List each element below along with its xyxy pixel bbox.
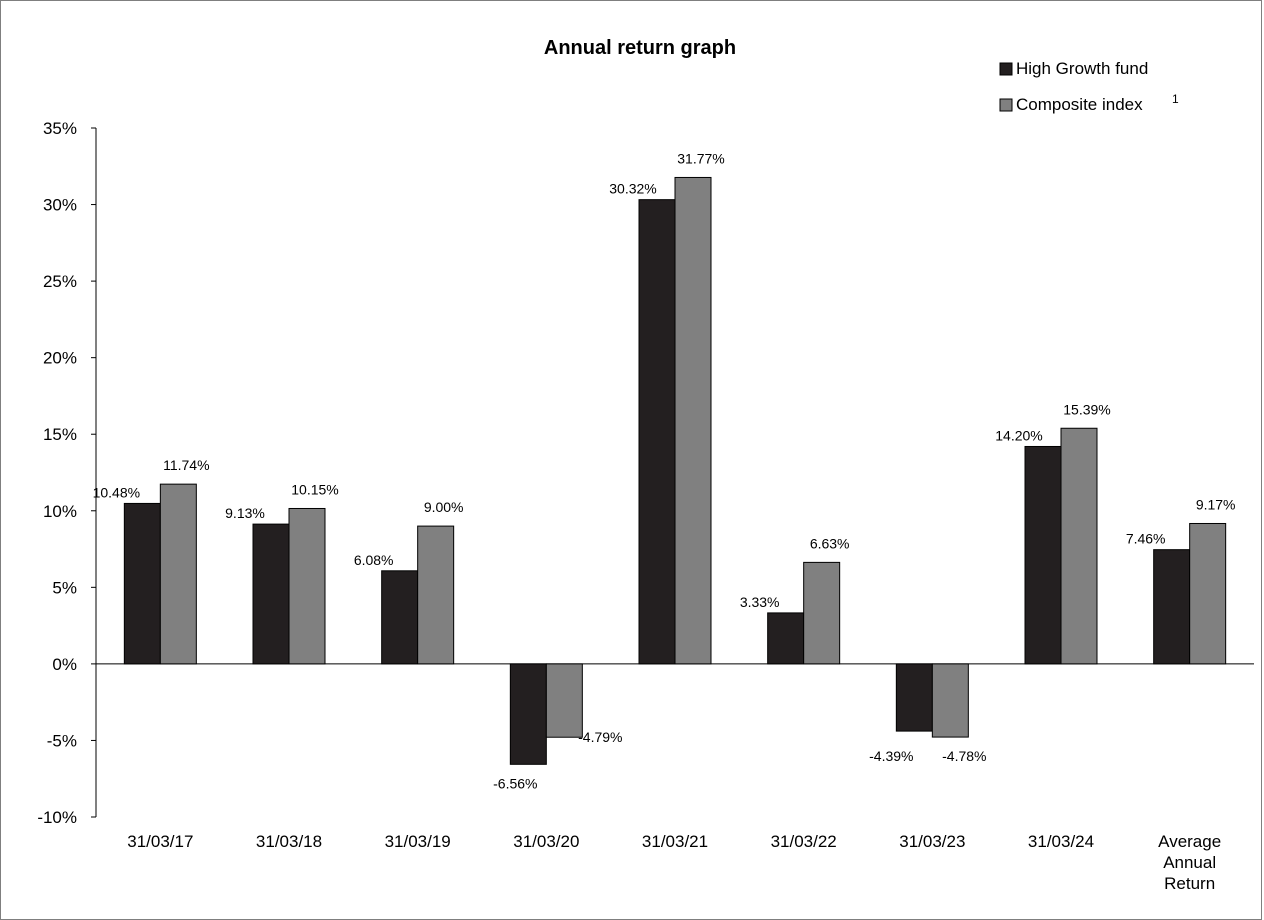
data-label-composite-index: -4.79% (578, 729, 622, 745)
bar-high-growth-fund (509, 663, 547, 765)
data-label-high-growth-fund: 14.20% (995, 427, 1042, 443)
legend-label-composite-index: Composite index (1016, 95, 1143, 114)
data-label-high-growth-fund: 7.46% (1126, 531, 1166, 547)
y-tick-label: 30% (43, 196, 77, 215)
bar-composite-index (931, 663, 969, 738)
y-tick-label: 15% (43, 425, 77, 444)
x-category-label: 31/03/17 (127, 832, 193, 851)
data-label-composite-index: -4.78% (942, 748, 986, 764)
data-label-composite-index: 6.63% (810, 535, 850, 551)
bar-composite-index (159, 483, 197, 665)
legend-label-high-growth-fund: High Growth fund (1016, 59, 1148, 78)
y-tick-label: 25% (43, 272, 77, 291)
x-category-label: 31/03/24 (1028, 832, 1094, 851)
data-labels: 10.48% 11.74% 9.13% 10.15% 6.08% 9.00% -6.56% -… (93, 150, 1236, 791)
legend-footnote-marker: 1 (1172, 92, 1179, 106)
data-label-composite-index: 31.77% (677, 150, 724, 166)
bars (123, 176, 1227, 765)
bar-high-growth-fund (1024, 445, 1062, 665)
data-label-high-growth-fund: 30.32% (609, 181, 656, 197)
bar-composite-index (1060, 427, 1098, 665)
x-category-label: Average Annual Return (1158, 832, 1221, 893)
y-tick-label: 5% (52, 578, 77, 597)
bar-composite-index (674, 176, 712, 665)
x-category-label: 31/03/20 (513, 832, 579, 851)
y-tick-label: 10% (43, 502, 77, 521)
data-label-composite-index: 9.17% (1196, 496, 1236, 512)
y-tick-label: 35% (43, 119, 77, 138)
y-tick-label: -5% (47, 731, 77, 750)
x-category-label: 31/03/19 (385, 832, 451, 851)
legend-swatch-composite-index (999, 98, 1013, 112)
x-category-label: 31/03/18 (256, 832, 322, 851)
data-label-composite-index: 11.74% (163, 457, 209, 473)
bar-composite-index (545, 663, 583, 738)
y-tick-label: -10% (37, 808, 77, 827)
bar-high-growth-fund (767, 612, 805, 665)
x-category-label: 31/03/23 (899, 832, 965, 851)
bar-high-growth-fund (638, 199, 676, 665)
bar-composite-index (288, 507, 326, 665)
x-category-label: 31/03/21 (642, 832, 708, 851)
legend: High Growth fund Composite index 1 (999, 59, 1179, 114)
data-label-composite-index: 10.15% (291, 481, 338, 497)
data-label-high-growth-fund: 9.13% (225, 505, 265, 521)
bar-high-growth-fund (123, 502, 161, 665)
bar-high-growth-fund (895, 663, 933, 732)
bar-composite-index (803, 561, 841, 665)
x-category-label: 31/03/22 (771, 832, 837, 851)
data-label-high-growth-fund: 3.33% (740, 594, 780, 610)
data-label-high-growth-fund: -6.56% (493, 775, 537, 791)
chart-title: Annual return graph (544, 37, 736, 59)
axes: 35% 30% 25% 20% 15% 10% 5% 0% -5% -10% 31/03/17 31/… (37, 119, 1254, 893)
data-label-high-growth-fund: 6.08% (354, 552, 394, 568)
legend-swatch-high-growth-fund (999, 62, 1013, 76)
bar-composite-index (417, 525, 455, 665)
data-label-composite-index: 15.39% (1063, 401, 1110, 417)
y-tick-label: 0% (52, 655, 77, 674)
bar-high-growth-fund (1153, 549, 1191, 665)
y-tick-label: 20% (43, 349, 77, 368)
data-label-high-growth-fund: 10.48% (93, 484, 140, 500)
data-label-composite-index: 9.00% (424, 499, 464, 515)
bar-composite-index (1189, 522, 1227, 665)
bar-high-growth-fund (381, 570, 419, 665)
bar-high-growth-fund (252, 523, 290, 665)
data-label-high-growth-fund: -4.39% (869, 748, 913, 764)
